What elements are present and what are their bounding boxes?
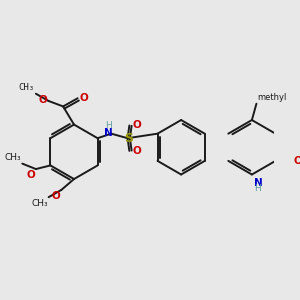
Text: H: H xyxy=(105,121,112,130)
Text: CH₃: CH₃ xyxy=(31,199,48,208)
Text: O: O xyxy=(26,170,35,180)
Text: CH₃: CH₃ xyxy=(19,83,35,92)
Text: O: O xyxy=(132,146,141,156)
Text: H: H xyxy=(254,184,260,193)
Text: S: S xyxy=(124,132,133,145)
Text: methyl: methyl xyxy=(257,93,287,102)
Text: O: O xyxy=(294,156,300,166)
Text: O: O xyxy=(80,93,88,103)
Text: O: O xyxy=(132,121,141,130)
Text: N: N xyxy=(104,128,113,138)
Text: O: O xyxy=(52,191,60,201)
Text: N: N xyxy=(254,178,262,188)
Text: CH₃: CH₃ xyxy=(5,153,21,162)
Text: O: O xyxy=(39,95,48,105)
